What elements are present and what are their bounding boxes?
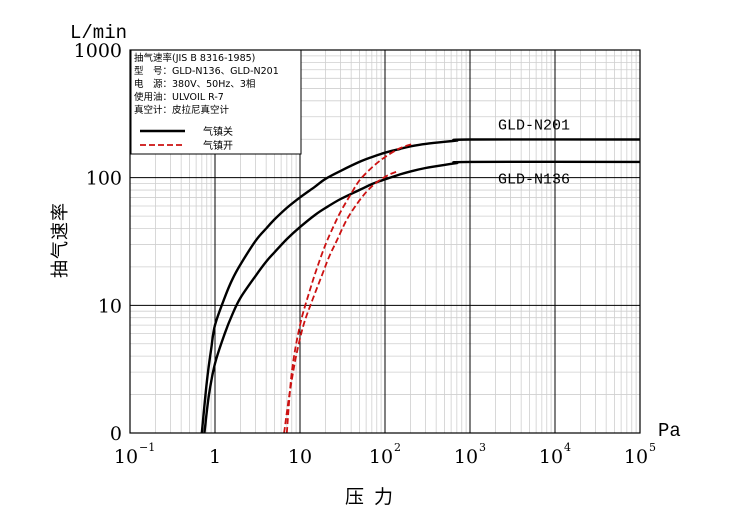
info-line: 真空计：皮拉尼真空计 <box>134 104 230 116</box>
legend-label-ballast-on: 气镇开 <box>203 139 233 152</box>
series-annotation: GLD-N201 <box>498 118 570 135</box>
x-tick-label: 10 <box>114 446 138 468</box>
x-tick-exponent: 4 <box>564 441 571 454</box>
info-line: 抽气速率(JIS B 8316-1985) <box>134 52 255 64</box>
info-line: 型 号：GLD-N136、GLD-N201 <box>134 66 279 77</box>
y-tick-label: 0 <box>110 423 122 445</box>
series-line <box>283 170 398 434</box>
legend-label-ballast-off: 气镇关 <box>203 125 233 138</box>
series-layer <box>200 138 641 434</box>
x-axis-unit: Pa <box>658 420 681 442</box>
x-axis-label: 压 力 <box>345 486 395 508</box>
series-line <box>203 160 641 434</box>
info-box: 抽气速率(JIS B 8316-1985) 型 号：GLD-N136、GLD-N… <box>130 49 302 155</box>
x-tick-label: 10 <box>539 446 563 468</box>
series-annotation: GLD-N136 <box>498 172 570 189</box>
info-line: 使用油：ULVOIL R-7 <box>134 91 224 103</box>
y-axis-label: 抽气速率 <box>50 202 71 278</box>
x-tick-exponent: 3 <box>479 441 486 454</box>
info-box-frame <box>130 49 302 155</box>
series-line <box>285 142 415 434</box>
y-tick-label: 1000 <box>74 40 122 62</box>
series-annotations: GLD-N201 GLD-N136 <box>498 118 570 189</box>
x-tick-labels: 10 −1 1 10 10 2 10 3 10 4 10 5 <box>114 441 656 468</box>
x-tick-exponent: −1 <box>139 441 155 454</box>
x-tick-label: 10 <box>624 446 648 468</box>
series-line <box>200 138 641 434</box>
info-line: 电 源：380V、50Hz、3相 <box>134 78 255 90</box>
x-tick-label: 10 <box>288 446 312 468</box>
x-tick-label: 1 <box>209 446 221 468</box>
x-tick-label: 10 <box>369 446 393 468</box>
y-tick-label: 100 <box>86 168 122 190</box>
x-tick-exponent: 5 <box>649 441 656 454</box>
y-tick-labels: 0 10 100 1000 <box>74 40 122 445</box>
x-tick-exponent: 2 <box>394 441 401 454</box>
plot-frame <box>129 49 641 434</box>
y-axis-unit: L/min <box>70 22 127 44</box>
y-tick-label: 10 <box>98 295 122 317</box>
x-tick-label: 10 <box>454 446 478 468</box>
